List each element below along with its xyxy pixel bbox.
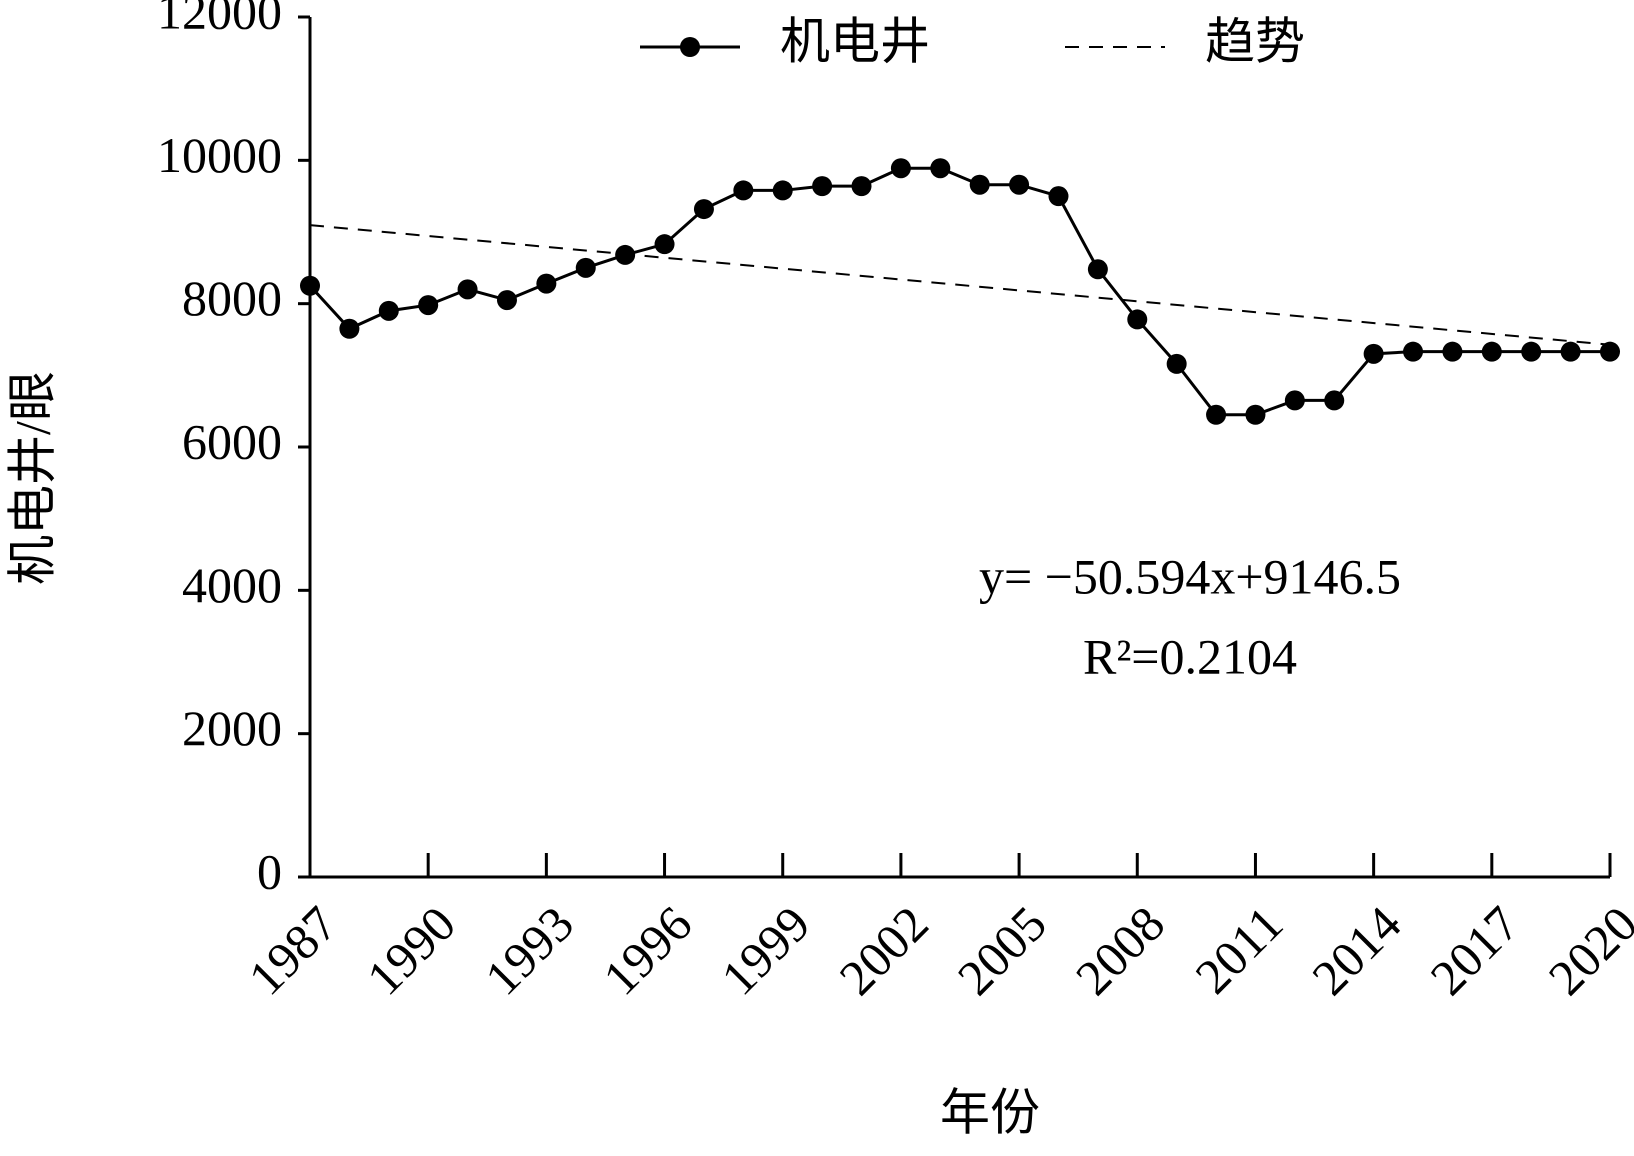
data-point <box>1600 341 1620 362</box>
data-point <box>575 257 596 278</box>
data-point <box>693 199 714 220</box>
data-point <box>1481 341 1502 362</box>
x-tick-label: 2002 <box>828 895 938 1005</box>
trend-line <box>309 224 1611 346</box>
data-point <box>772 180 793 201</box>
y-tick-label: 0 <box>257 843 282 899</box>
legend-label: 趋势 <box>1205 13 1305 69</box>
data-point <box>654 234 675 255</box>
x-tick-label: 2017 <box>1419 895 1529 1005</box>
data-point <box>969 174 990 195</box>
data-point <box>1087 259 1108 280</box>
data-point <box>1206 404 1227 425</box>
x-tick-label: 1990 <box>356 895 466 1005</box>
y-axis-label: 机电井/眼 <box>4 371 60 585</box>
data-line <box>308 166 1610 417</box>
data-point <box>1048 186 1069 207</box>
legend-marker <box>680 37 700 57</box>
y-tick-label: 6000 <box>182 413 282 469</box>
data-point <box>457 279 478 300</box>
data-point <box>339 318 360 339</box>
data-point <box>1245 404 1266 425</box>
data-point <box>300 275 320 296</box>
data-point <box>378 300 399 321</box>
y-tick-label: 10000 <box>157 127 282 183</box>
y-tick-label: 12000 <box>157 0 282 39</box>
x-axis-label: 年份 <box>940 1084 1040 1140</box>
data-point <box>1403 341 1424 362</box>
data-point <box>1009 174 1030 195</box>
data-point <box>890 158 911 179</box>
data-point <box>1324 390 1345 411</box>
y-tick-label: 8000 <box>182 270 282 326</box>
x-tick-label: 1999 <box>710 895 820 1005</box>
data-point <box>1363 343 1384 364</box>
data-point <box>1521 341 1542 362</box>
x-tick-label: 1996 <box>592 895 702 1005</box>
x-tick-label: 2011 <box>1184 895 1293 1004</box>
annotation: y= −50.594x+9146.5 <box>979 548 1401 604</box>
data-point <box>1284 390 1305 411</box>
data-point <box>1166 353 1187 374</box>
x-tick-label: 1993 <box>474 895 584 1005</box>
x-tick-label: 2008 <box>1065 895 1175 1005</box>
data-point <box>536 273 557 294</box>
data-point <box>1127 309 1148 330</box>
y-tick-label: 4000 <box>182 557 282 613</box>
x-tick-label: 1987 <box>238 895 348 1005</box>
data-point <box>733 180 754 201</box>
data-point <box>1560 341 1581 362</box>
x-tick-label: 2014 <box>1301 895 1411 1005</box>
x-tick-label: 2020 <box>1538 895 1634 1005</box>
annotation: R²=0.2104 <box>1083 628 1297 684</box>
data-point <box>851 176 872 197</box>
data-point <box>496 290 517 311</box>
data-point <box>812 176 833 197</box>
y-tick-label: 2000 <box>182 700 282 756</box>
data-point <box>930 158 951 179</box>
x-tick-label: 2005 <box>947 895 1057 1005</box>
legend-label: 机电井 <box>780 13 930 69</box>
data-point <box>418 295 439 316</box>
data-point <box>1442 341 1463 362</box>
